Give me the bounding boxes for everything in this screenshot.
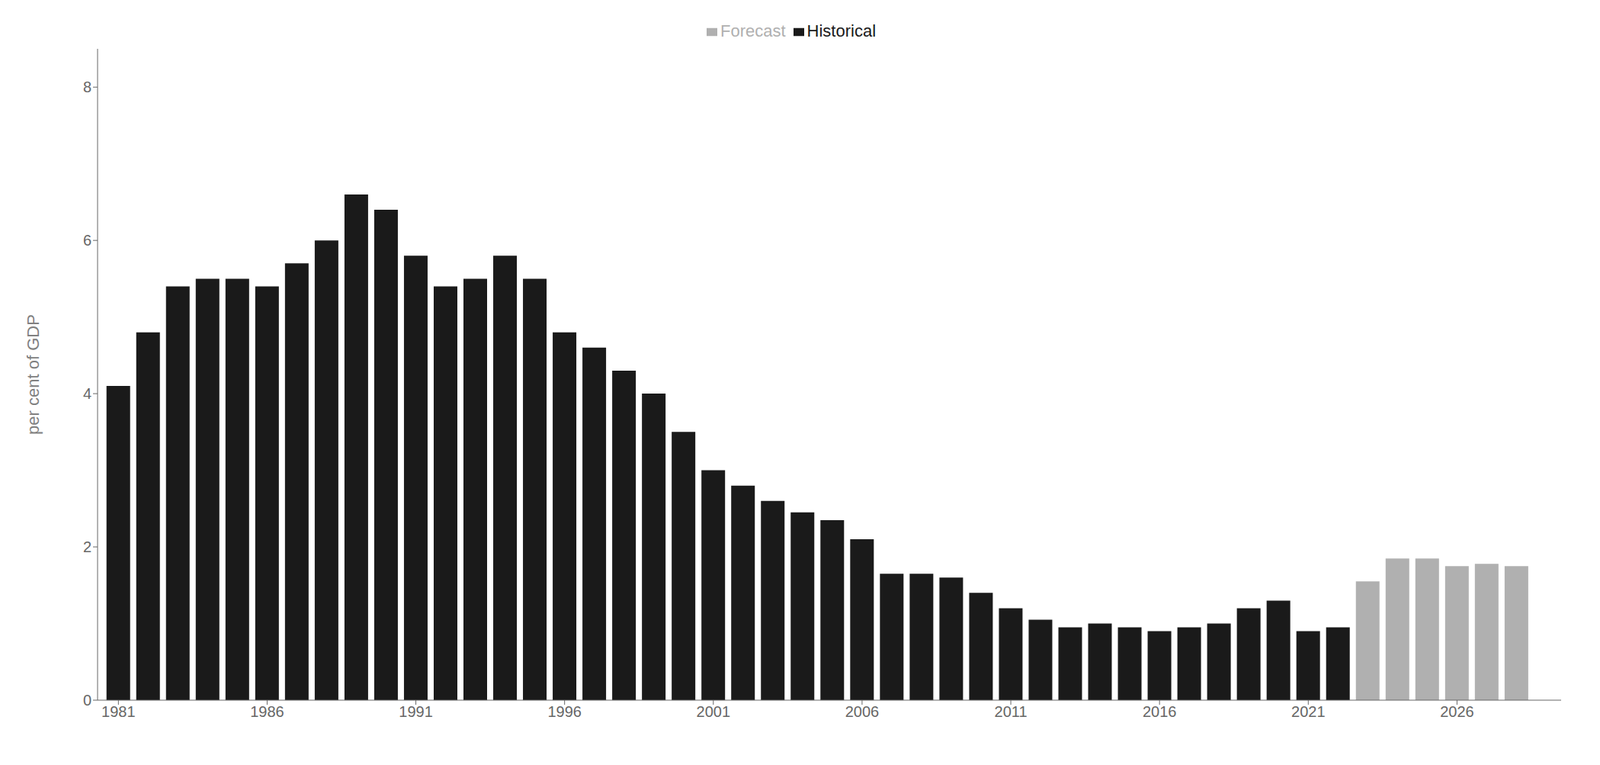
svg-text:1991: 1991 [398,702,433,720]
svg-text:1996: 1996 [547,702,582,720]
svg-text:4: 4 [83,384,92,402]
html-text:Forecast: Forecast [720,21,786,41]
svg-text:2011: 2011 [994,702,1028,720]
svg-text:per cent of GDP: per cent of GDP [23,314,43,435]
svg-text:2016: 2016 [1142,702,1177,720]
svg-text:2026: 2026 [1439,702,1475,720]
html-text:Historical: Historical [806,21,876,41]
svg-text:1981: 1981 [101,702,136,720]
svg-text:2: 2 [83,538,92,555]
svg-text:2021: 2021 [1291,702,1326,720]
svg-text:8: 8 [83,78,92,96]
svg-text:2006: 2006 [845,702,880,720]
svg-text:6: 6 [83,231,92,249]
svg-text:2001: 2001 [696,702,732,720]
svg-text:0: 0 [83,691,92,709]
svg-text:1986: 1986 [250,702,285,720]
